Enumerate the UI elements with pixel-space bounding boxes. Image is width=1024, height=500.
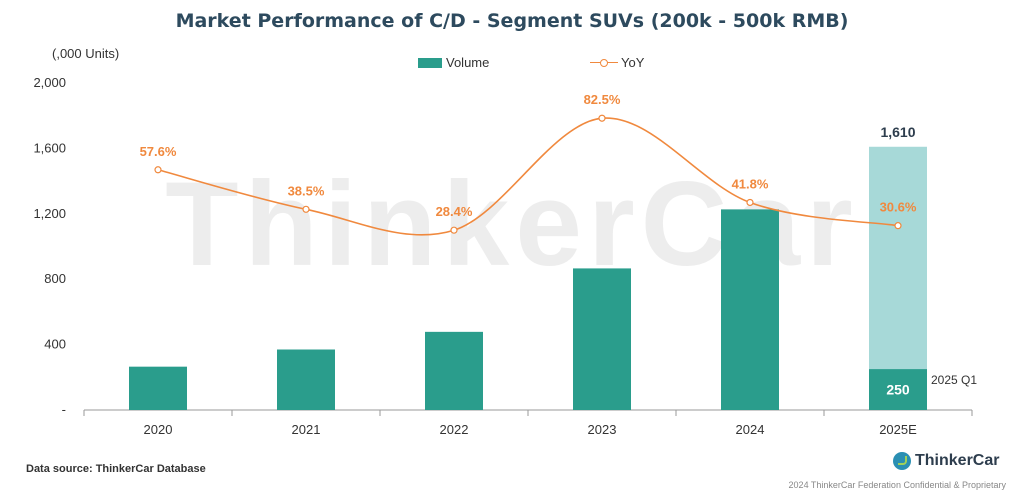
annotation-q1: 2025 Q1 (931, 373, 977, 387)
data-label-q1: 250 (886, 382, 910, 398)
bar-volume (277, 349, 335, 410)
legend-swatch-yoy (590, 58, 618, 68)
chart-title: Market Performance of C/D - Segment SUVs… (175, 10, 849, 32)
data-source-note: Data source: ThinkerCar Database (26, 463, 206, 475)
point-yoy (302, 205, 310, 213)
data-label-yoy: 82.5% (584, 92, 621, 107)
line-yoy (157, 117, 899, 236)
x-tick-label: 2021 (292, 422, 321, 437)
point-yoy (894, 222, 902, 230)
y-axis-unit-label: (,000 Units) (52, 46, 120, 61)
point-yoy (450, 226, 458, 234)
point-yoy (598, 114, 606, 122)
y-tick-label: 400 (44, 337, 66, 352)
y-tick-label: 1,200 (33, 206, 66, 221)
bar-volume (721, 209, 779, 410)
x-tick-label: 2020 (144, 422, 173, 437)
x-tick-label: 2025E (879, 422, 917, 437)
y-tick-label: 800 (44, 271, 66, 286)
y-tick-label: - (62, 402, 66, 417)
y-tick-label: 1,600 (33, 140, 66, 155)
bar-volume (425, 331, 483, 410)
y-tick-label: 2,000 (33, 75, 66, 90)
legend-item-volume: Volume (418, 55, 489, 70)
data-label-yoy: 30.6% (880, 200, 917, 215)
footer-confidential: 2024 ThinkerCar Federation Confidential … (788, 480, 1006, 490)
brand-logo: ThinkerCar (893, 452, 999, 470)
point-yoy (746, 198, 754, 207)
logo-icon (893, 452, 911, 470)
point-yoy (154, 166, 162, 174)
data-label-yoy: 38.5% (288, 183, 325, 198)
legend-swatch-volume (418, 57, 442, 68)
data-label-yoy: 41.8% (732, 176, 769, 191)
x-tick-label: 2022 (440, 422, 469, 437)
data-label-total: 1,610 (880, 124, 915, 140)
data-label-yoy: 57.6% (140, 144, 177, 159)
legend-label-volume: Volume (446, 55, 490, 70)
bar-volume-forecast (869, 146, 927, 410)
bar-volume-q1 (869, 369, 927, 410)
logo-text: ThinkerCar (915, 452, 1000, 469)
x-tick-label: 2024 (736, 422, 765, 437)
bar-volume (573, 268, 631, 410)
legend-item-yoy: YoY (590, 55, 644, 70)
legend-label-yoy: YoY (621, 55, 645, 70)
x-tick-label: 2023 (588, 422, 617, 437)
bar-volume (129, 366, 187, 410)
data-label-yoy: 28.4% (436, 204, 473, 219)
